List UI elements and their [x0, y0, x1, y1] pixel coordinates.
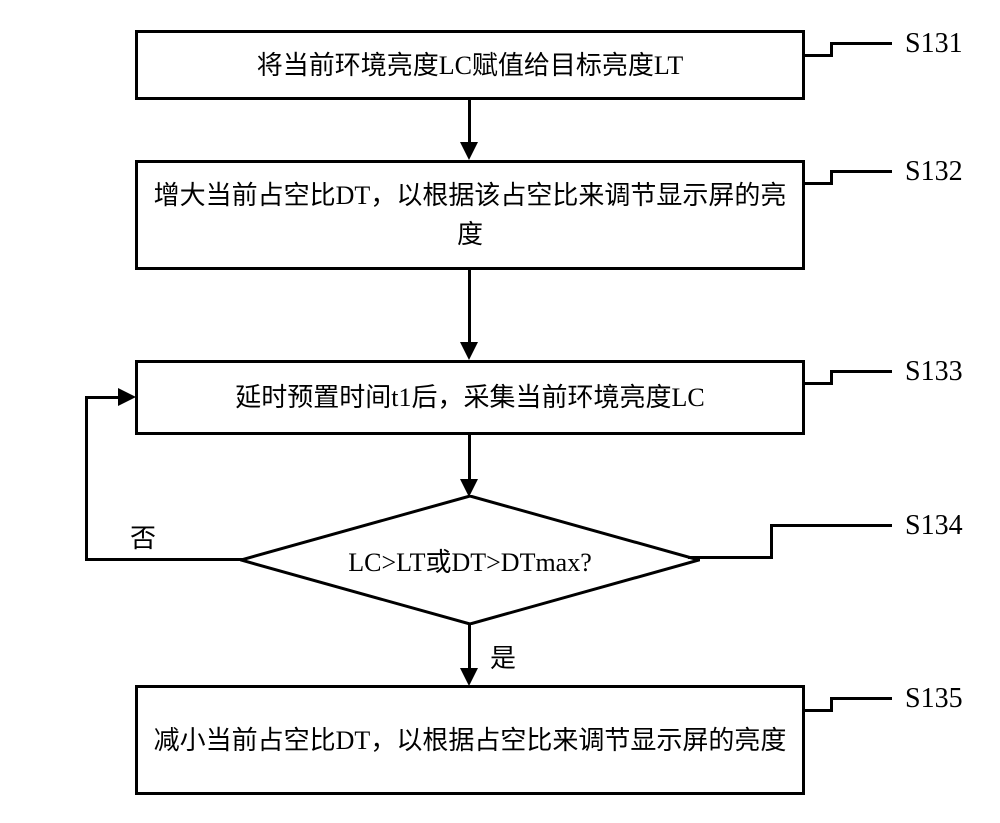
edge-s134-s135-arrow [460, 668, 478, 686]
leader-s133-h2 [805, 382, 833, 385]
edge-label-yes: 是 [490, 638, 516, 675]
leader-s132-h2 [805, 182, 833, 185]
edge-s131-s132 [468, 100, 471, 144]
edge-s132-s133-arrow [460, 342, 478, 360]
node-s131: 将当前环境亮度LC赋值给目标亮度LT [135, 30, 805, 100]
leader-s133-h1 [830, 370, 892, 373]
edge-loop-arrow [118, 388, 136, 406]
leader-s134-h1 [770, 524, 892, 527]
label-s133: S133 [905, 356, 963, 388]
label-s135: S135 [905, 683, 963, 715]
node-s135-text: 减小当前占空比DT，以根据占空比来调节显示屏的亮度 [154, 721, 787, 760]
edge-s134-s135 [468, 624, 471, 670]
edge-s131-s132-arrow [460, 142, 478, 160]
edge-loop-h2 [85, 396, 120, 399]
leader-s134-v [770, 524, 773, 558]
flowchart-canvas: 将当前环境亮度LC赋值给目标亮度LT S131 增大当前占空比DT，以根据该占空… [0, 0, 1000, 823]
edge-loop-h1 [85, 558, 243, 561]
node-s133-text: 延时预置时间t1后，采集当前环境亮度LC [235, 378, 704, 417]
edge-loop-v [85, 396, 88, 561]
node-s135: 减小当前占空比DT，以根据占空比来调节显示屏的亮度 [135, 685, 805, 795]
edge-s132-s133 [468, 270, 471, 344]
label-s134: S134 [905, 510, 963, 542]
edge-label-no: 否 [130, 518, 156, 555]
node-s131-text: 将当前环境亮度LC赋值给目标亮度LT [257, 46, 684, 85]
node-s133: 延时预置时间t1后，采集当前环境亮度LC [135, 360, 805, 435]
leader-s134-h2 [688, 556, 773, 559]
label-s131: S131 [905, 28, 963, 60]
leader-s135-h2 [805, 709, 833, 712]
leader-s135-h1 [830, 697, 892, 700]
node-s132-text: 增大当前占空比DT，以根据该占空比来调节显示屏的亮度 [150, 176, 790, 254]
edge-s133-s134 [468, 435, 471, 481]
label-s132: S132 [905, 156, 963, 188]
leader-s132-h1 [830, 170, 892, 173]
leader-s131-h2 [805, 54, 833, 57]
leader-s131-h1 [830, 42, 892, 45]
node-s134-text: LC>LT或DT>DTmax? [348, 542, 592, 579]
node-s132: 增大当前占空比DT，以根据该占空比来调节显示屏的亮度 [135, 160, 805, 270]
node-s134: LC>LT或DT>DTmax? [240, 495, 700, 625]
